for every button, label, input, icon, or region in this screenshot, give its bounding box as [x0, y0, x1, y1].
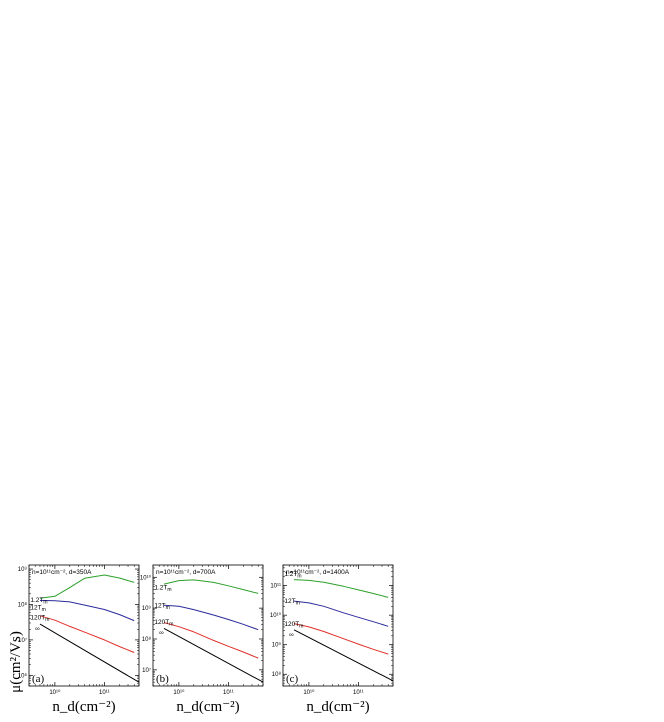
curve-label: 1.2Tm: [30, 597, 47, 606]
x-tick-label: 10¹⁰: [303, 689, 315, 696]
curve-label: 120Tm: [284, 621, 303, 630]
y-tick-label: 10⁹: [142, 605, 152, 612]
x-tick-label: 10¹¹: [223, 690, 234, 696]
y-tick-label: 10⁸: [272, 671, 282, 678]
series-line: [163, 627, 264, 683]
curve-label: 12Tm: [154, 603, 169, 612]
series-line: [293, 629, 394, 682]
y-axis-label: μ(cm²/Vs): [8, 631, 24, 693]
y-tick-label: 10¹¹: [270, 584, 281, 590]
panel-annotation: n=10¹¹cm⁻², d=350A: [32, 569, 92, 576]
curve-label: 120Tm: [154, 619, 173, 628]
x-tick-label: 10¹⁰: [173, 689, 185, 696]
plot-frame: [282, 564, 394, 687]
panel-label: (b): [156, 673, 169, 685]
y-tick-label: 10⁸: [18, 601, 28, 608]
chart-panel-2: 10¹⁰ 10¹¹10⁷10⁸10⁹10¹⁰1.2Tm12Tm120Tm∞n=10…: [140, 564, 264, 715]
series-line: [293, 579, 389, 598]
x-axis-label: n_d(cm⁻²): [52, 699, 115, 715]
y-tick-label: 10⁶: [18, 672, 28, 679]
curve-label: 12Tm: [30, 605, 45, 614]
y-tick-label: 10⁹: [272, 642, 282, 649]
x-tick-label: 10¹¹: [99, 690, 110, 696]
y-tick-label: 10⁸: [142, 636, 152, 643]
x-tick-label: 10¹¹: [353, 690, 364, 696]
chart-panel-3: 10¹⁰ 10¹¹10⁸10⁹10¹⁰10¹¹1.2Tm12Tm120Tm∞n=1…: [270, 564, 394, 715]
curve-label: ∞: [289, 632, 294, 639]
x-tick-label: 10¹⁰: [49, 689, 61, 696]
series-line: [39, 615, 135, 653]
y-tick-label: 10⁷: [18, 637, 27, 644]
series-line: [39, 599, 135, 622]
x-axis-label: n_d(cm⁻²): [306, 699, 369, 715]
y-tick-label: 10¹⁰: [270, 612, 282, 619]
panel-annotation: n=10¹¹cm⁻², d=1400A: [286, 569, 350, 576]
panel-annotation: n=10¹¹cm⁻², d=700A: [156, 569, 216, 576]
panel-label: (a): [32, 673, 45, 685]
panels: 10¹⁰ 10¹¹10⁶10⁷10⁸10⁹1.2Tm12Tm120Tm∞n=10¹…: [18, 564, 394, 715]
curve-label: 1.2Tm: [284, 571, 301, 580]
curve-label: ∞: [35, 625, 40, 632]
x-axis-label: n_d(cm⁻²): [176, 699, 239, 715]
series-line: [39, 623, 140, 683]
plot-frame: [152, 564, 264, 687]
y-tick-label: 10⁷: [142, 667, 151, 674]
series-line: [293, 623, 389, 655]
curve-label: 120Tm: [30, 614, 49, 623]
plot-frame: [28, 564, 140, 687]
series-line: [293, 600, 389, 627]
series-line: [163, 604, 259, 631]
curve-label: 12Tm: [284, 598, 299, 607]
series-line: [163, 622, 259, 659]
panel-label: (c): [286, 673, 299, 685]
curve-label: ∞: [159, 630, 164, 637]
y-tick-label: 10¹⁰: [140, 574, 152, 581]
series-line: [39, 574, 135, 599]
curve-label: 1.2Tm: [154, 585, 171, 594]
y-tick-label: 10⁹: [18, 566, 28, 573]
series-line: [163, 579, 259, 594]
